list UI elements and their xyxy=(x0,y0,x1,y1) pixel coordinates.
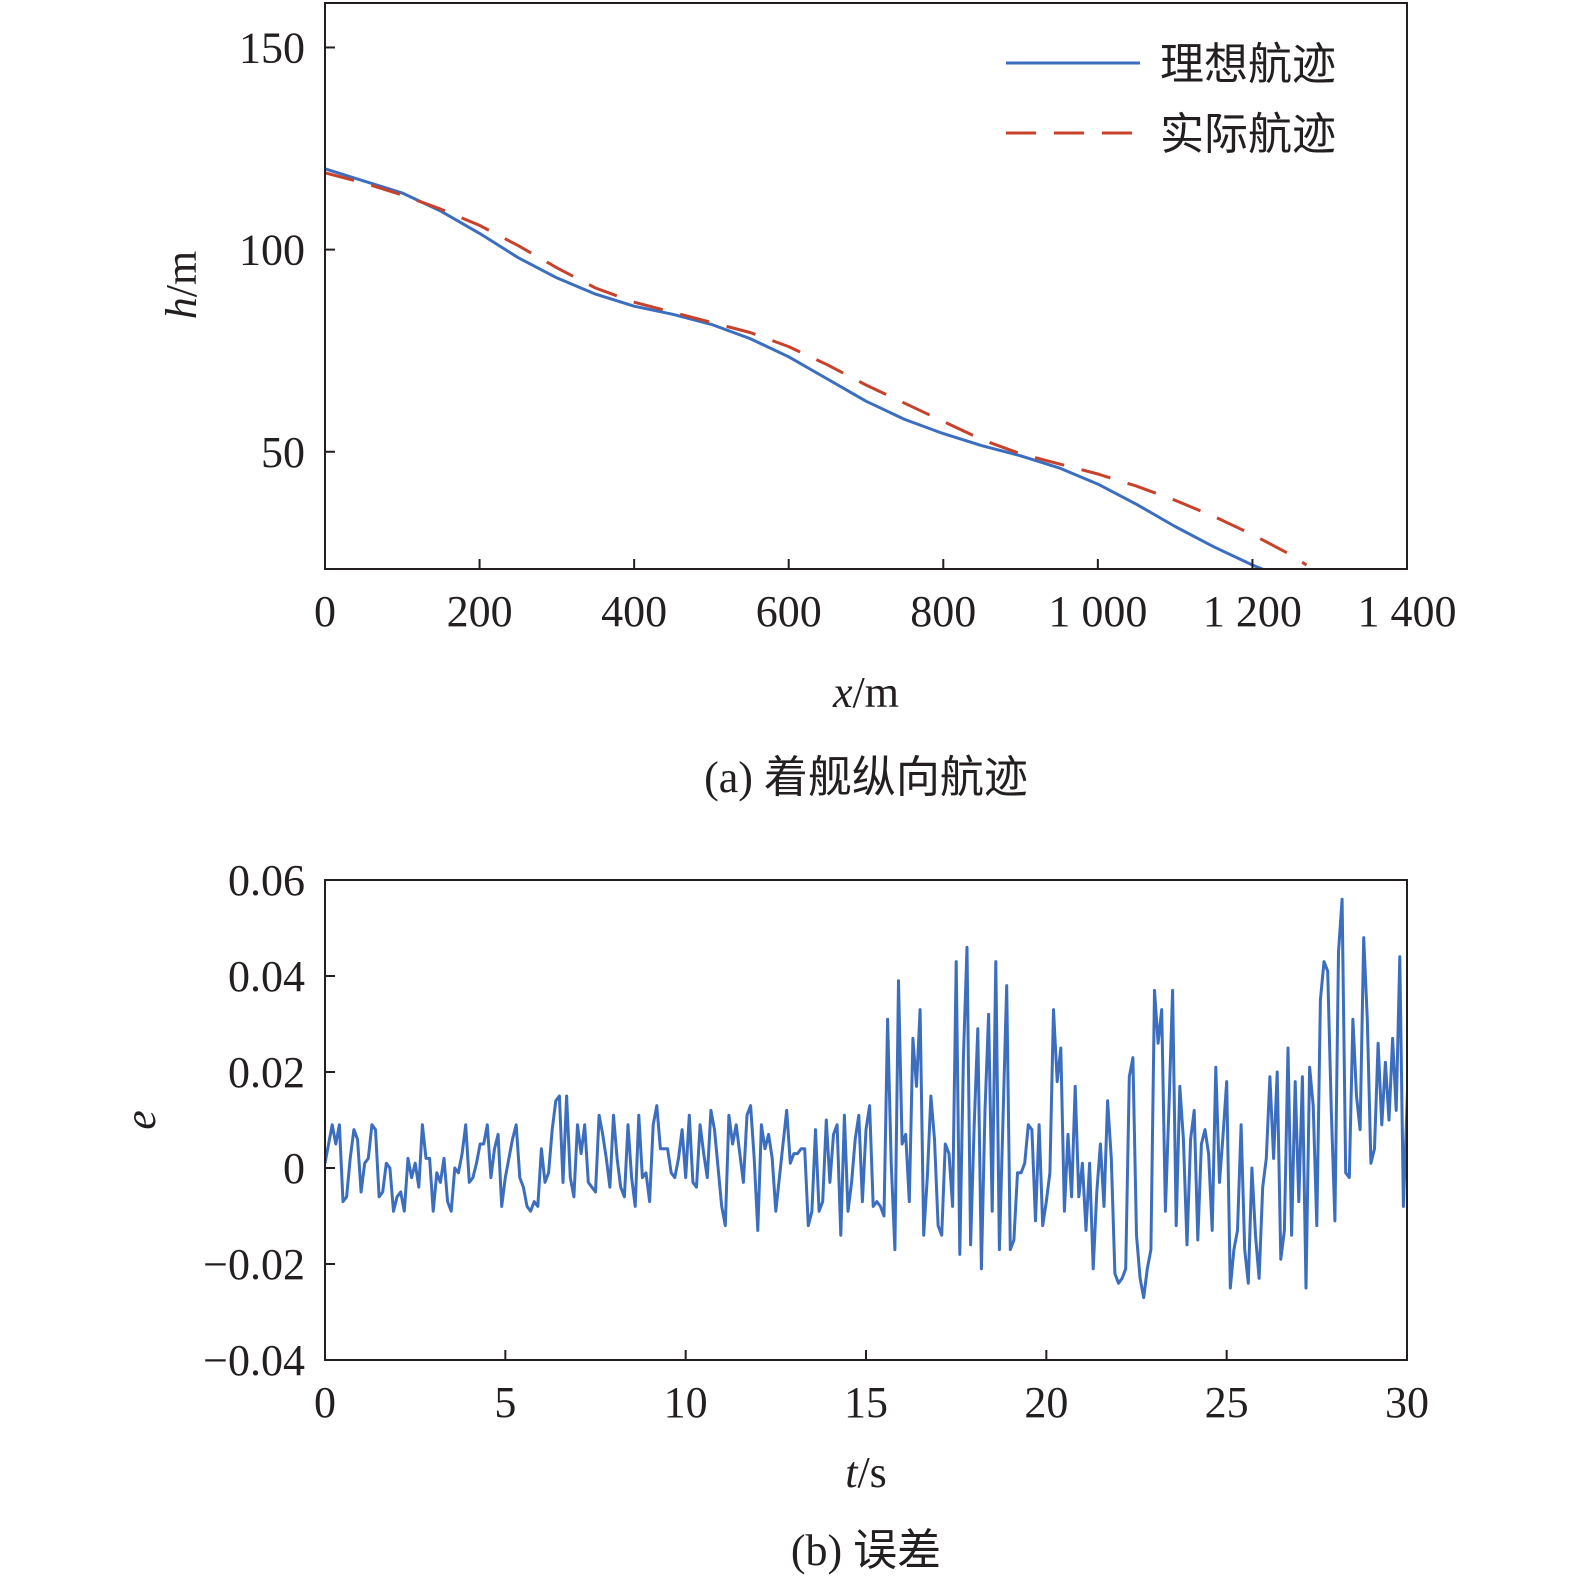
panel-b-y-tick-label: 0.06 xyxy=(228,856,305,905)
panel-b-y-tick-label: 0.04 xyxy=(228,952,305,1001)
panel-a-y-ticks: 50 100 150 xyxy=(239,23,335,477)
panel-b-x-tick-label: 15 xyxy=(844,1378,888,1427)
panel-a-series-line-0 xyxy=(325,167,1267,569)
panel-a-series-line-1 xyxy=(325,171,1308,567)
panel-b-series-line-0 xyxy=(325,897,1407,1300)
panel-b-x-tick-label: 10 xyxy=(664,1378,708,1427)
panel-b-x-tick-label: 5 xyxy=(494,1378,516,1427)
panel-b-x-axis-var: t xyxy=(845,1448,859,1497)
panel-b-y-axis-var: e xyxy=(116,1110,165,1130)
panel-b-x-axis-label: t/s xyxy=(845,1448,887,1497)
panel-a-legend: 理想航迹 实际航迹 xyxy=(1006,40,1336,159)
panel-a-x-axis-unit: /m xyxy=(853,668,899,717)
panel-b-y-tick-label: −0.02 xyxy=(203,1240,305,1289)
panel-b-x-axis-unit: /s xyxy=(857,1448,886,1497)
panel-b-x-ticks: 0 5 10 15 20 25 30 xyxy=(314,1350,1429,1427)
panel-b-error-chart: 0 5 10 15 20 25 30 −0.04 −0.02 0 0.02 0.04 0.06 t/s… xyxy=(116,856,1429,1575)
panel-b-y-tick-label: 0 xyxy=(283,1144,305,1193)
panel-a-x-tick-label: 800 xyxy=(910,587,976,636)
panel-a-y-tick-label: 100 xyxy=(239,226,305,275)
panel-a-y-axis-unit: /m xyxy=(157,251,206,297)
panel-b-y-axis-label: e xyxy=(116,1110,165,1130)
panel-a-y-tick-label: 150 xyxy=(239,23,305,72)
panel-b-x-tick-label: 25 xyxy=(1205,1378,1249,1427)
panel-a-caption: (a) 着舰纵向航迹 xyxy=(704,753,1028,802)
panel-a-x-tick-label: 200 xyxy=(447,587,513,636)
panel-a-x-tick-label: 400 xyxy=(601,587,667,636)
panel-a-x-tick-label: 1 000 xyxy=(1048,587,1147,636)
panel-b-x-tick-label: 0 xyxy=(314,1378,336,1427)
panel-a-x-tick-label: 600 xyxy=(756,587,822,636)
panel-b-caption: (b) 误差 xyxy=(791,1526,941,1575)
panel-a-x-axis-var: x xyxy=(832,668,853,717)
panel-a-x-axis-label: x/m xyxy=(832,668,899,717)
panel-a-trajectory-chart: 0 200 400 600 800 1 000 1 200 1 400 50 100 150 理想… xyxy=(157,2,1457,802)
panel-a-plot-frame xyxy=(324,2,1408,570)
panel-b-y-ticks: −0.04 −0.02 0 0.02 0.04 0.06 xyxy=(203,856,335,1385)
panel-a-x-tick-label: 1 400 xyxy=(1358,587,1457,636)
panel-b-series-group xyxy=(325,897,1407,1300)
panel-b-y-tick-label: −0.04 xyxy=(203,1336,305,1385)
panel-a-y-axis-var: h xyxy=(157,297,206,319)
legend-label-ideal: 理想航迹 xyxy=(1160,40,1336,89)
legend-label-actual: 实际航迹 xyxy=(1160,110,1336,159)
panel-a-x-tick-label: 0 xyxy=(314,587,336,636)
panel-b-x-tick-label: 20 xyxy=(1024,1378,1068,1427)
panel-b-x-tick-label: 30 xyxy=(1385,1378,1429,1427)
panel-a-y-tick-label: 50 xyxy=(261,428,305,477)
panel-a-x-ticks: 0 200 400 600 800 1 000 1 200 1 400 xyxy=(314,559,1457,636)
panel-b-y-tick-label: 0.02 xyxy=(228,1048,305,1097)
panel-a-x-tick-label: 1 200 xyxy=(1203,587,1302,636)
panel-a-series-group xyxy=(325,167,1308,569)
panel-a-y-axis-label: h/m xyxy=(157,251,206,319)
